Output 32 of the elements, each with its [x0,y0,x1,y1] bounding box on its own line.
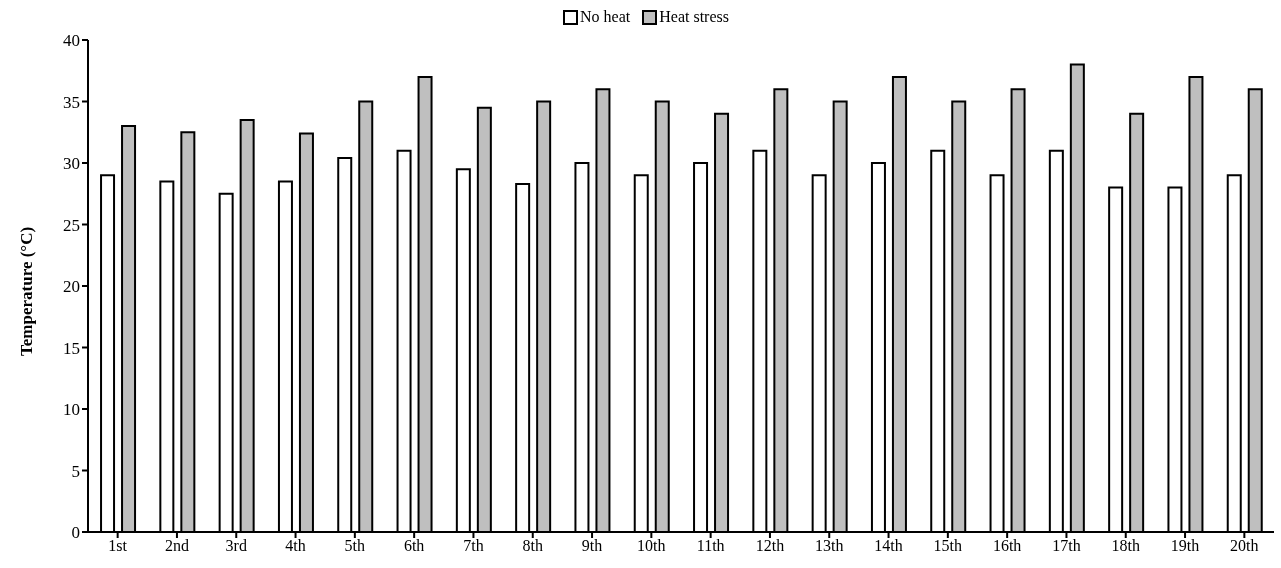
legend-label: No heat [579,8,631,26]
x-tick-label: 17th [1052,537,1081,555]
y-tick-label: 5 [71,461,80,481]
x-tick-label: 3rd [225,537,247,555]
x-tick-label: 11th [696,537,725,555]
x-tick-label: 19th [1170,537,1200,555]
x-tick-label: 18th [1111,537,1140,555]
x-tick-label: 8th [522,537,543,555]
x-tick-label: 14th [874,537,903,555]
x-tick-label: 4th [285,537,306,555]
y-axis-title: Temperature (°C) [17,226,37,356]
x-tick-label: 9th [581,537,603,555]
y-tick-label: 20 [63,277,80,297]
x-tick-label: 6th [403,537,425,555]
x-tick-label: 7th [463,537,484,555]
y-tick-label: 0 [71,523,80,543]
x-tick-label: 20th [1230,537,1259,555]
y-tick-label: 25 [63,215,80,235]
y-tick-label: 35 [63,92,80,112]
x-tick-label: 15th [933,537,963,555]
y-tick-label: 30 [63,154,80,174]
x-tick-label: 5th [344,537,366,555]
x-tick-label: 2nd [164,537,189,555]
x-tick-label: 13th [815,537,844,555]
y-tick-label: 40 [63,31,80,51]
y-tick-label: 10 [63,400,80,420]
x-tick-label: 1st [108,537,128,555]
x-tick-label: 12th [755,537,785,555]
x-tick-label: 16th [992,537,1022,555]
x-tick-label: 10th [637,537,666,555]
y-tick-label: 15 [63,338,80,358]
legend-label: Heat stress [658,8,729,26]
